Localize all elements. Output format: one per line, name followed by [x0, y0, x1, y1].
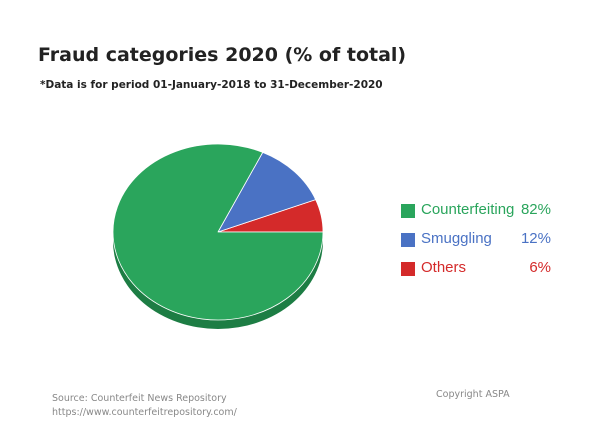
legend-item-counterfeiting: Counterfeiting 82%	[401, 200, 551, 229]
chart-subtitle: *Data is for period 01-January-2018 to 3…	[40, 79, 383, 91]
legend: Counterfeiting 82% Smuggling 12% Others …	[401, 200, 551, 287]
legend-item-smuggling: Smuggling 12%	[401, 229, 551, 258]
pie-slice-smuggling	[217, 151, 317, 233]
legend-percent: 12%	[520, 230, 551, 247]
legend-label: Others	[421, 259, 467, 276]
source-text: Source: Counterfeit News Repository	[52, 393, 227, 404]
legend-label: Smuggling	[421, 230, 492, 247]
legend-swatch	[401, 262, 415, 276]
pie-slice-counterfeiting	[112, 143, 324, 321]
legend-label: Counterfeiting	[421, 201, 515, 218]
legend-item-others: Others 6%	[401, 258, 551, 287]
copyright-text: Copyright ASPA	[436, 389, 510, 400]
legend-swatch	[401, 204, 415, 218]
legend-percent: 6%	[529, 259, 551, 276]
legend-swatch	[401, 233, 415, 247]
source-note: Source: Counterfeit News Repository http…	[52, 392, 237, 420]
source-url: https://www.counterfeitrepository.com/	[52, 407, 237, 418]
legend-percent: 82%	[520, 201, 551, 218]
chart-title: Fraud categories 2020 (% of total)	[38, 44, 407, 66]
